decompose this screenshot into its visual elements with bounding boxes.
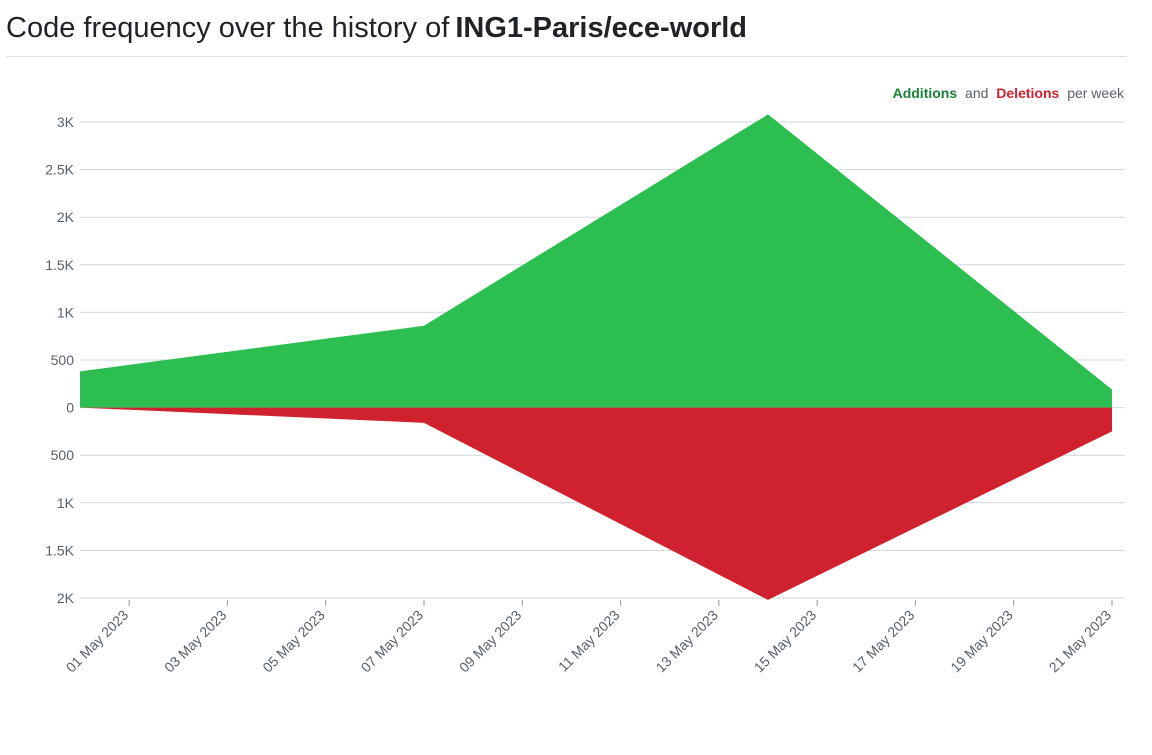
additions-area[interactable]: [80, 114, 1112, 408]
x-tick-label: 15 May 2023: [751, 607, 820, 676]
y-tick-label: 2K: [57, 590, 75, 606]
repo-name[interactable]: ING1-Paris/ece-world: [455, 11, 748, 44]
legend: Additions and Deletions per week: [893, 85, 1125, 101]
y-tick-label: 1.5K: [45, 542, 74, 558]
y-tick-label: 500: [51, 447, 75, 463]
legend-additions-label: Additions: [893, 85, 958, 101]
page-header: Code frequency over the history of ING1-…: [6, 0, 1126, 57]
legend-deletions-label: Deletions: [996, 85, 1059, 101]
y-tick-label: 1K: [57, 495, 75, 511]
y-tick-label: 2.5K: [45, 162, 74, 178]
y-tick-label: 3K: [57, 114, 75, 130]
y-tick-label: 1K: [57, 304, 75, 320]
legend-connector: and: [965, 85, 988, 101]
x-tick-label: 07 May 2023: [358, 607, 427, 676]
area-series: [80, 114, 1112, 600]
x-tick-label: 17 May 2023: [849, 607, 918, 676]
x-tick-label: 03 May 2023: [161, 607, 230, 676]
x-tick-label: 11 May 2023: [555, 607, 623, 675]
x-tick-label: 01 May 2023: [63, 607, 132, 676]
x-tick-label: 05 May 2023: [259, 607, 328, 676]
y-tick-label: 500: [51, 352, 75, 368]
y-tick-label: 1.5K: [45, 257, 74, 273]
x-tick-label: 19 May 2023: [947, 607, 1016, 676]
legend-suffix: per week: [1067, 85, 1125, 101]
x-tick-label: 21 May 2023: [1046, 607, 1115, 676]
legend-text: Additions and Deletions per week: [893, 85, 1125, 101]
deletions-area[interactable]: [80, 407, 1112, 600]
y-tick-label: 2K: [57, 209, 75, 225]
page-title-prefix: Code frequency over the history of: [6, 11, 450, 44]
x-tick-label: 13 May 2023: [652, 607, 721, 676]
y-tick-label: 0: [66, 400, 74, 416]
x-tick-label: 09 May 2023: [456, 607, 525, 676]
